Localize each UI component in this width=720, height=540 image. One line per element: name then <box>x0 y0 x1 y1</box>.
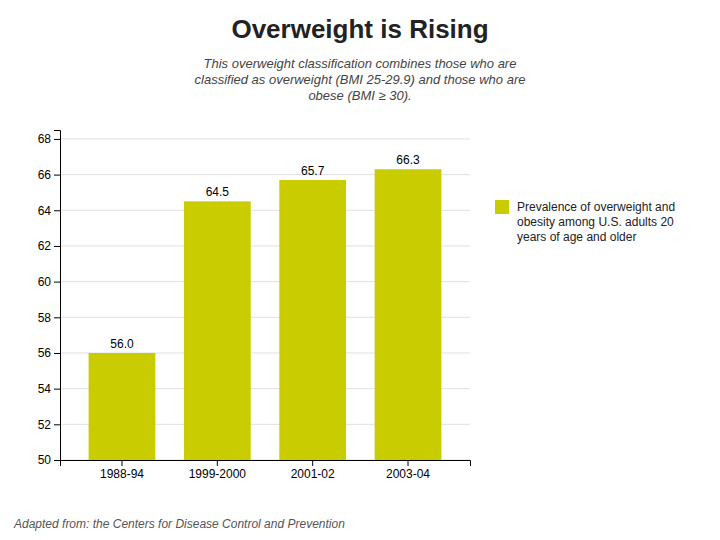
y-tick-label: 50 <box>38 453 52 467</box>
x-tick-label: 1999-2000 <box>189 467 247 481</box>
data-labels: 56.0 64.5 65.7 66.3 <box>110 153 420 351</box>
y-tick: 68 <box>38 132 60 146</box>
y-tick-label: 60 <box>38 275 52 289</box>
data-label: 64.5 <box>206 185 230 199</box>
x-tick-label: 2003-04 <box>386 467 430 481</box>
bar <box>184 201 251 460</box>
y-tick-label: 58 <box>38 311 52 325</box>
x-tick-label: 2001-02 <box>291 467 335 481</box>
y-tick-label: 52 <box>38 418 52 432</box>
data-label: 65.7 <box>301 164 325 178</box>
text-line: classified as overweight (BMI 25-29.9) a… <box>195 72 526 87</box>
data-label: 56.0 <box>110 337 134 351</box>
y-tick: 60 <box>38 275 60 289</box>
x-tick: 2003-04 <box>386 460 430 481</box>
y-tick: 62 <box>38 239 60 253</box>
y-tick-label: 64 <box>38 204 52 218</box>
y-tick-mark <box>54 460 60 461</box>
y-tick-label: 56 <box>38 346 52 360</box>
marks <box>89 169 442 460</box>
x-axis-line <box>61 461 471 467</box>
text-line: This overweight classification combines … <box>204 56 517 71</box>
y-tick-mark <box>54 389 60 390</box>
legend-label: Prevalence of overweight andobesity amon… <box>517 200 675 244</box>
text-line: years of age and older <box>517 230 636 244</box>
data-label: 66.3 <box>396 153 420 167</box>
y-tick-mark <box>54 246 60 247</box>
grid <box>60 139 470 460</box>
x-tick-mark <box>217 460 218 466</box>
y-tick-label: 68 <box>38 132 52 146</box>
y-tick-mark <box>54 317 60 318</box>
footnote: Adapted from: the Centers for Disease Co… <box>13 517 345 531</box>
x-tick-mark <box>408 460 409 466</box>
x-tick-label: 1988-94 <box>100 467 144 481</box>
y-tick-label: 62 <box>38 239 52 253</box>
y-tick: 56 <box>38 346 60 360</box>
text-line: obese (BMI ≥ 30). <box>308 88 411 103</box>
y-tick: 64 <box>38 204 60 218</box>
bar <box>279 180 346 460</box>
text-line: Prevalence of overweight and <box>517 200 675 214</box>
y-tick: 58 <box>38 311 60 325</box>
plot: 56.0 64.5 65.7 66.3 50 52 54 56 58 60 62 64 66 68 1988… <box>38 131 471 481</box>
subtitle: This overweight classification combines … <box>195 56 526 103</box>
x-tick: 1999-2000 <box>189 460 247 481</box>
x-tick: 1988-94 <box>100 460 144 481</box>
text-line: obesity among U.S. adults 20 <box>517 215 674 229</box>
chart: Overweight is Rising This overweight clas… <box>0 0 720 540</box>
y-axis: 50 52 54 56 58 60 62 64 66 68 <box>38 131 61 468</box>
y-tick-mark <box>54 139 60 140</box>
grid-line <box>60 138 470 139</box>
title: Overweight is Rising <box>231 14 488 44</box>
y-tick-label: 54 <box>38 382 52 396</box>
y-tick-mark <box>54 175 60 176</box>
bar <box>375 169 442 460</box>
y-axis-line <box>54 131 61 461</box>
x-axis: 1988-94 1999-2000 2001-02 2003-04 <box>61 460 471 481</box>
y-tick: 66 <box>38 168 60 182</box>
y-tick-mark <box>54 353 60 354</box>
y-tick: 52 <box>38 418 60 432</box>
y-tick: 54 <box>38 382 60 396</box>
y-tick-mark <box>54 424 60 425</box>
y-tick-mark <box>54 210 60 211</box>
legend-swatch <box>495 200 509 214</box>
y-tick-label: 66 <box>38 168 52 182</box>
y-tick-mark <box>54 282 60 283</box>
y-tick: 50 <box>38 453 60 467</box>
bar <box>89 353 156 460</box>
x-tick-mark <box>312 460 313 466</box>
legend: Prevalence of overweight andobesity amon… <box>495 200 675 244</box>
x-tick-mark <box>121 460 122 466</box>
x-tick: 2001-02 <box>291 460 335 481</box>
